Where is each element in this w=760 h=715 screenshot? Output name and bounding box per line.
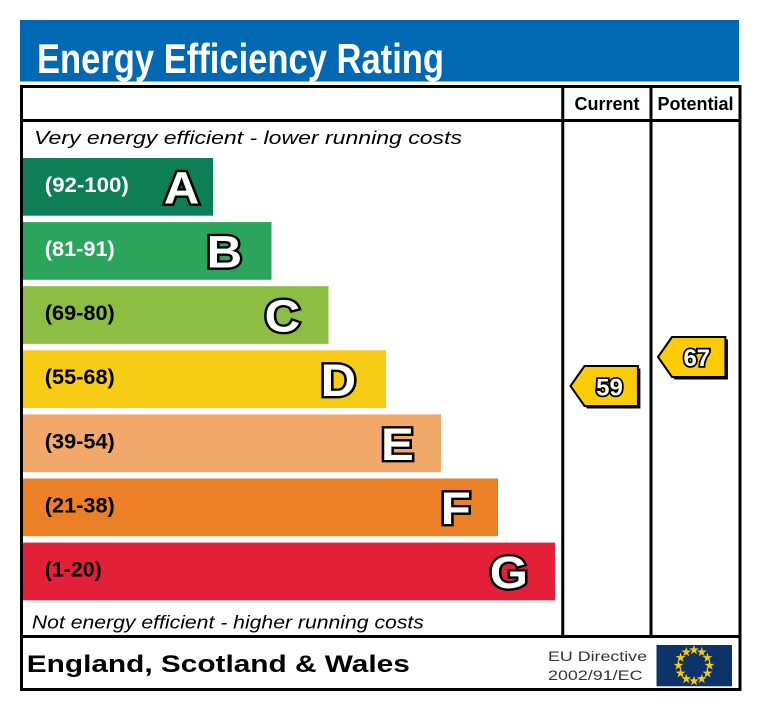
svg-text:D: D [321, 355, 356, 406]
svg-text:A: A [164, 163, 199, 214]
svg-text:E: E [381, 420, 414, 471]
svg-text:(21-38): (21-38) [45, 494, 115, 517]
svg-text:(92-100): (92-100) [45, 174, 129, 197]
svg-text:B: B [207, 227, 242, 278]
svg-text:59: 59 [596, 374, 623, 401]
svg-text:(55-68): (55-68) [45, 366, 115, 389]
svg-text:(81-91): (81-91) [45, 238, 115, 261]
svg-text:67: 67 [683, 345, 710, 372]
svg-text:G: G [490, 548, 528, 599]
svg-text:Potential: Potential [658, 94, 734, 114]
svg-text:C: C [265, 291, 300, 342]
svg-text:(39-54): (39-54) [45, 430, 115, 453]
svg-text:(1-20): (1-20) [45, 559, 102, 582]
svg-text:2002/91/EC: 2002/91/EC [548, 667, 643, 683]
svg-text:England, Scotland & Wales: England, Scotland & Wales [27, 651, 410, 678]
svg-text:EU Directive: EU Directive [548, 648, 647, 664]
svg-text:Not energy efficient - higher: Not energy efficient - higher running co… [32, 613, 424, 633]
svg-text:(69-80): (69-80) [45, 302, 115, 325]
svg-text:Energy Efficiency Rating: Energy Efficiency Rating [37, 35, 444, 82]
svg-text:F: F [441, 484, 471, 535]
svg-text:Very energy efficient - lower: Very energy efficient - lower running co… [34, 128, 462, 148]
svg-text:Current: Current [574, 94, 639, 114]
